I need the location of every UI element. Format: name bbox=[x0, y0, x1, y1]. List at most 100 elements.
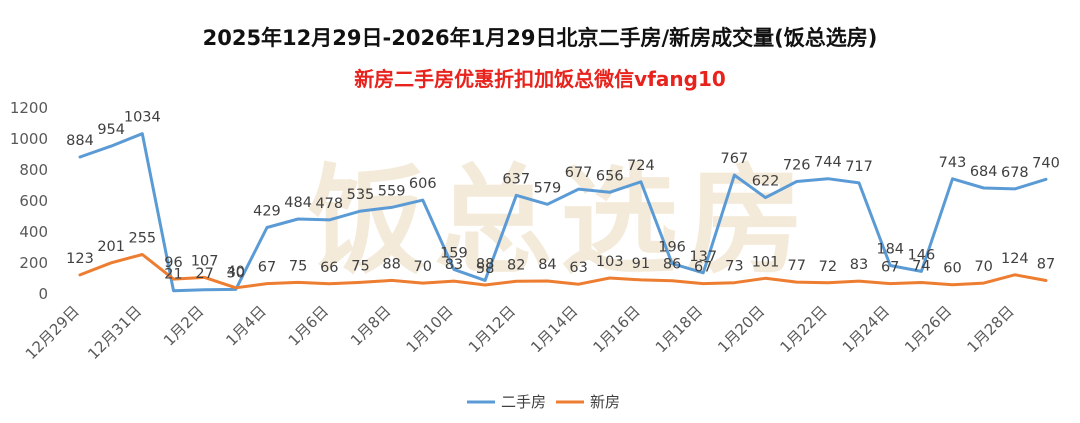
x-tick-label: 1月4日 bbox=[222, 302, 269, 349]
data-label-s1: 637 bbox=[502, 171, 530, 187]
data-label-s2: 70 bbox=[414, 259, 432, 275]
x-tick-label: 1月20日 bbox=[714, 302, 768, 356]
data-label-s1: 184 bbox=[876, 241, 904, 257]
data-label-s1: 954 bbox=[97, 122, 125, 138]
data-label-s1: 884 bbox=[66, 133, 94, 149]
data-label-s2: 74 bbox=[912, 259, 930, 275]
data-label-s1: 678 bbox=[1001, 165, 1029, 181]
data-label-s2: 67 bbox=[881, 260, 899, 276]
legend-label-1: 二手房 bbox=[501, 393, 546, 411]
data-label-s1: 579 bbox=[534, 180, 562, 196]
data-label-s2: 255 bbox=[128, 230, 156, 246]
data-label-s1: 656 bbox=[596, 168, 624, 184]
data-label-s1: 744 bbox=[814, 155, 842, 171]
data-label-s1: 429 bbox=[253, 204, 281, 220]
data-label-s2: 87 bbox=[1037, 257, 1055, 273]
data-label-s2: 86 bbox=[663, 257, 681, 273]
y-tick-label: 0 bbox=[38, 285, 48, 303]
data-label-s2: 66 bbox=[320, 260, 338, 276]
data-label-s2: 83 bbox=[445, 257, 463, 273]
data-label-s1: 21 bbox=[164, 267, 182, 283]
x-tick-label: 1月22日 bbox=[777, 302, 831, 356]
data-label-s1: 146 bbox=[908, 247, 936, 263]
data-label-s1: 137 bbox=[689, 249, 717, 265]
data-label-s1: 606 bbox=[409, 176, 437, 192]
data-label-s1: 1034 bbox=[124, 110, 161, 126]
series-line-1 bbox=[78, 132, 1048, 293]
data-label-s1: 622 bbox=[752, 174, 780, 190]
series-lines bbox=[78, 132, 1048, 293]
data-label-s2: 67 bbox=[694, 260, 712, 276]
x-tick-label: 1月28日 bbox=[963, 302, 1017, 356]
data-label-s2: 75 bbox=[289, 258, 307, 274]
data-label-s2: 67 bbox=[258, 260, 276, 276]
data-label-s2: 60 bbox=[943, 261, 961, 277]
x-tick-label: 1月12日 bbox=[465, 302, 519, 356]
data-label-s1: 740 bbox=[1032, 155, 1060, 171]
x-tick-label: 1月6日 bbox=[285, 302, 332, 349]
data-label-s2: 58 bbox=[476, 261, 494, 277]
legend-label-2: 新房 bbox=[590, 393, 620, 411]
data-label-s2: 75 bbox=[351, 258, 369, 274]
y-tick-label: 1000 bbox=[10, 130, 48, 148]
x-tick-label: 1月26日 bbox=[901, 302, 955, 356]
data-label-s1: 196 bbox=[658, 240, 686, 256]
data-label-s2: 63 bbox=[569, 260, 587, 276]
data-label-s1: 159 bbox=[440, 245, 468, 261]
data-label-s2: 107 bbox=[191, 253, 219, 269]
data-label-s2: 73 bbox=[725, 259, 743, 275]
data-label-s1: 684 bbox=[970, 164, 998, 180]
chart-subtitle: 新房二手房优惠折扣加饭总微信vfang10 bbox=[354, 67, 726, 91]
chart-title: 2025年12月29日-2026年1月29日北京二手房/新房成交量(饭总选房) bbox=[202, 26, 878, 50]
data-label-s1: 27 bbox=[195, 266, 213, 282]
x-tick-label: 1月18日 bbox=[652, 302, 706, 356]
legend: 二手房 新房 bbox=[467, 393, 620, 411]
data-label-s1: 767 bbox=[721, 151, 749, 167]
data-label-s1: 677 bbox=[565, 165, 593, 181]
data-label-s1: 478 bbox=[315, 196, 343, 212]
data-label-s1: 88 bbox=[476, 256, 494, 272]
data-label-s2: 83 bbox=[850, 257, 868, 273]
x-tick-label: 1月8日 bbox=[347, 302, 394, 349]
svg-text:饭总选房: 饭总选房 bbox=[308, 152, 812, 290]
x-tick-label: 1月16日 bbox=[590, 302, 644, 356]
x-tick-label: 1月14日 bbox=[527, 302, 581, 356]
data-label-s2: 72 bbox=[819, 259, 837, 275]
data-label-s2: 96 bbox=[164, 255, 182, 271]
x-tick-label: 1月24日 bbox=[839, 302, 893, 356]
y-tick-label: 1200 bbox=[10, 99, 48, 117]
data-label-s2: 123 bbox=[66, 251, 94, 267]
data-label-s2: 103 bbox=[596, 254, 624, 270]
y-tick-label: 600 bbox=[19, 192, 48, 210]
watermark-logo: 饭总选房 bbox=[308, 152, 812, 290]
data-label-s2: 124 bbox=[1001, 251, 1029, 267]
data-label-s2: 84 bbox=[538, 257, 556, 273]
data-label-s2: 88 bbox=[382, 256, 400, 272]
data-label-s2: 40 bbox=[227, 264, 245, 280]
data-label-s1: 535 bbox=[347, 187, 375, 203]
y-tick-label: 800 bbox=[19, 161, 48, 179]
data-label-s2: 201 bbox=[97, 239, 125, 255]
data-label-s1: 724 bbox=[627, 158, 655, 174]
y-axis: 0 200 400 600 800 1000 1200 bbox=[10, 99, 48, 303]
data-label-s1: 484 bbox=[284, 195, 312, 211]
x-tick-label: 12月31日 bbox=[84, 302, 145, 363]
data-label-s1: 717 bbox=[845, 159, 873, 175]
data-label-s2: 70 bbox=[974, 259, 992, 275]
data-label-s1: 559 bbox=[378, 183, 406, 199]
data-label-s2: 77 bbox=[787, 258, 805, 274]
y-tick-label: 200 bbox=[19, 254, 48, 272]
data-label-s1: 726 bbox=[783, 157, 811, 173]
x-tick-label: 12月29日 bbox=[22, 302, 83, 363]
data-label-s2: 82 bbox=[507, 257, 525, 273]
series-line-2 bbox=[78, 253, 1048, 290]
x-tick-label: 1月10日 bbox=[403, 302, 457, 356]
data-label-s1: 30 bbox=[227, 265, 245, 281]
data-label-s1: 743 bbox=[939, 155, 967, 171]
data-label-s2: 101 bbox=[752, 254, 780, 270]
x-tick-label: 1月2日 bbox=[160, 302, 207, 349]
y-tick-label: 400 bbox=[19, 223, 48, 241]
x-axis: 12月29日 12月31日 1月2日 1月4日 1月6日 1月8日 1月10日 1月12日 1月… bbox=[22, 302, 1018, 363]
